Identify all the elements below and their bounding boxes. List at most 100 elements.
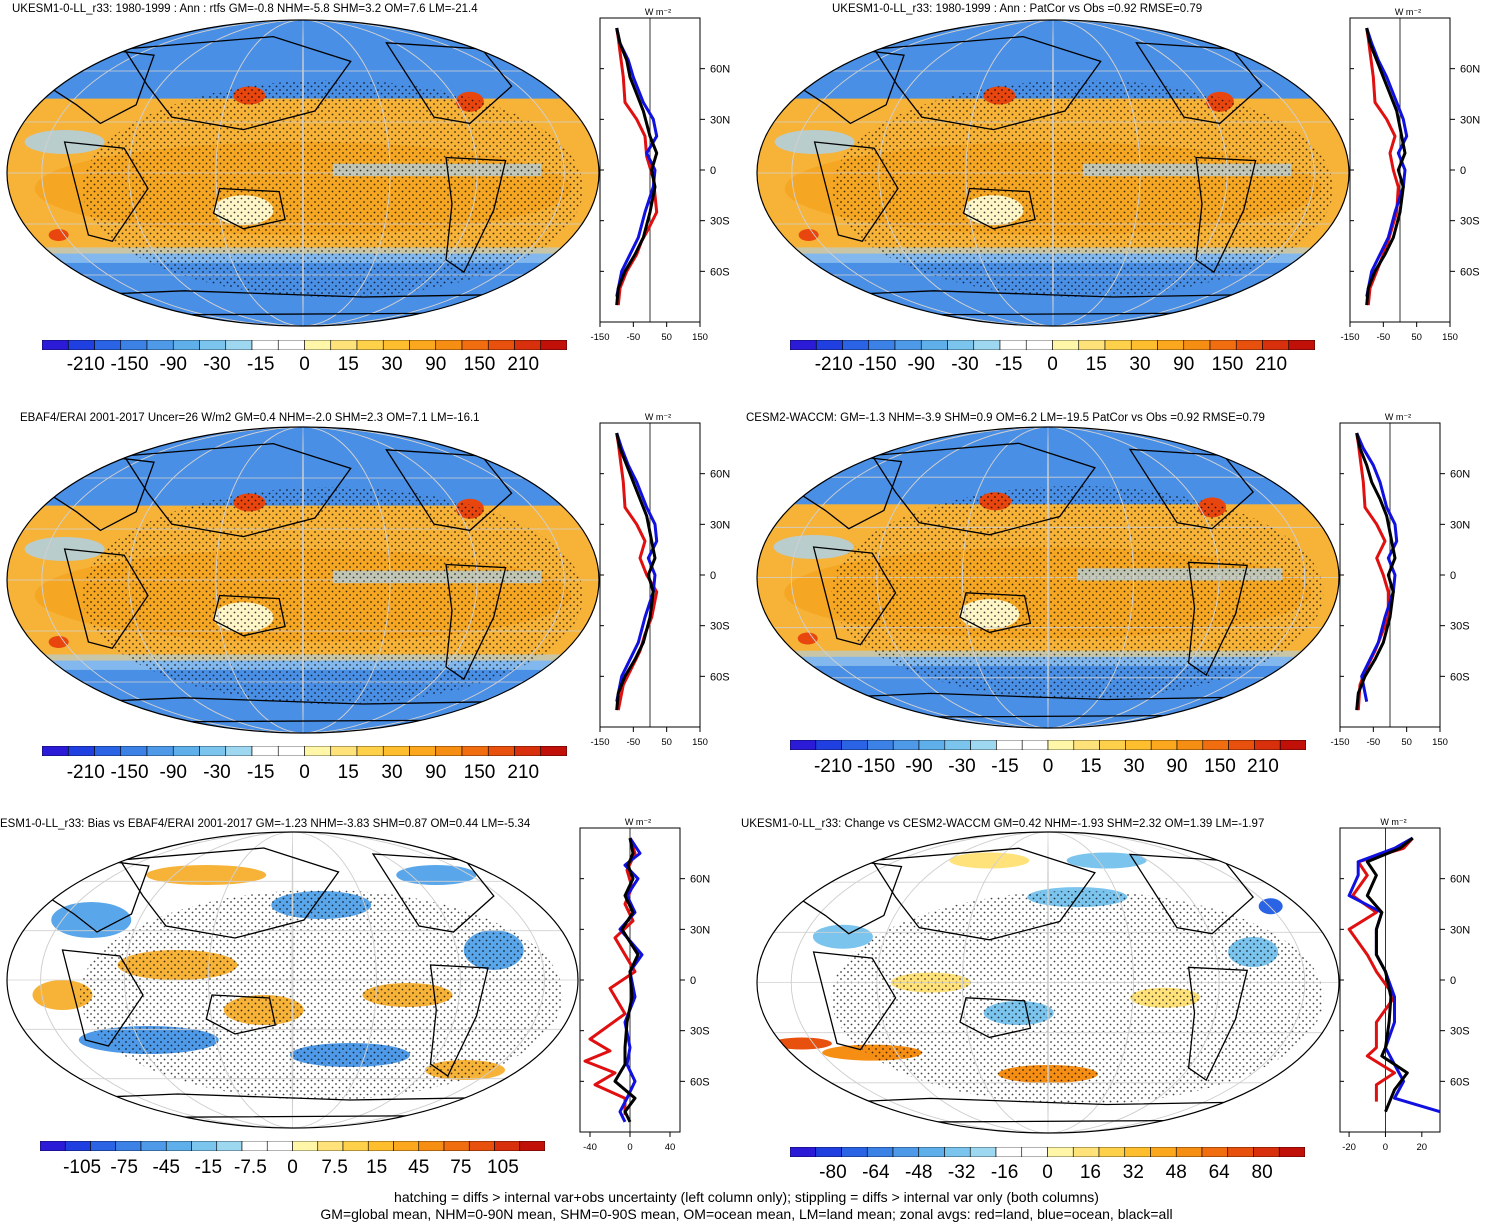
colorbar-tick-label: -150	[110, 762, 149, 783]
zonal-series-ocean	[1355, 432, 1399, 702]
zonal-series-all	[1355, 432, 1397, 711]
colorbar-tick-label: -7.5	[234, 1157, 267, 1178]
colorbar-tick-label: -210	[66, 354, 105, 375]
zonal-ytick-label: 60S	[690, 1076, 710, 1088]
zonal-xtick-label: 150	[1432, 737, 1448, 748]
zonal-xtick-label: 50	[661, 737, 672, 748]
colorbar-tick-label: 0	[299, 354, 310, 375]
colorbar-1	[42, 340, 567, 350]
colorbar-tick-label: 15	[337, 762, 359, 783]
colorbar-bin	[1227, 1147, 1254, 1157]
colorbar-tick-label: -150	[856, 756, 896, 777]
colorbar-bin	[146, 340, 174, 350]
zonal-ytick-label: 30S	[710, 621, 730, 633]
colorbar-bin	[382, 340, 410, 350]
colorbar-tick-label: 0	[1047, 354, 1058, 375]
colorbar-bin	[996, 740, 1023, 750]
colorbar-bin	[393, 1141, 420, 1151]
colorbar-bin	[995, 1147, 1023, 1157]
zonal-ytick-label: 30S	[1450, 1026, 1470, 1038]
colorbar-tick-label: 64	[1208, 1162, 1230, 1183]
colorbar-bin	[892, 740, 920, 750]
zonal-xtick-label: 0	[1383, 1142, 1388, 1153]
colorbar-tick-label: -32	[947, 1162, 976, 1183]
colorbar-bin	[1025, 340, 1053, 350]
colorbar-tick-label: 48	[1165, 1162, 1187, 1183]
colorbar-labels-5: -105 -75 -45 -15 -7.5 0 7.5 15 45 75 105	[40, 1157, 545, 1179]
colorbar-bin	[435, 340, 463, 350]
colorbar-bin	[918, 740, 946, 750]
zonal-units-label: W m⁻²	[1385, 412, 1411, 422]
colorbar-bin	[842, 340, 870, 350]
zonal-xtick-label: -150	[1340, 332, 1359, 343]
colorbar-bin	[514, 746, 542, 756]
colorbar-bin	[292, 1141, 319, 1151]
colorbar-tick-label: 30	[381, 354, 403, 375]
colorbar-tick-label: -150	[858, 354, 897, 375]
colorbar-bin	[790, 740, 817, 750]
colorbar-tick-label: 15	[1085, 354, 1107, 375]
colorbar-tick-label: 0	[1042, 1162, 1053, 1183]
zonal-ytick-label: 60S	[1460, 266, 1480, 278]
colorbar-tick-label: 210	[507, 354, 540, 375]
colorbar-tick-label: -150	[110, 354, 149, 375]
world-map-panel-6	[756, 831, 1340, 1134]
world-map-panel-1	[6, 19, 600, 327]
colorbar-bin	[868, 340, 896, 350]
map-field	[757, 832, 1339, 1133]
colorbar-bin	[225, 746, 253, 756]
zonal-xtick-label: 20	[1417, 1142, 1428, 1153]
colorbar-bin	[1157, 340, 1185, 350]
colorbar-tick-label: -30	[948, 756, 976, 777]
colorbar-bin	[1278, 1147, 1305, 1157]
colorbar-tick-label: -105	[63, 1157, 102, 1178]
zonal-ytick-label: 30N	[1450, 924, 1470, 936]
colorbar-bin	[815, 740, 842, 750]
zonal-ytick-label: 0	[1460, 165, 1466, 177]
colorbar-bin	[304, 746, 332, 756]
colorbar-bin	[1235, 340, 1263, 350]
colorbar-bin	[1072, 1147, 1100, 1157]
colorbar-tick-label: -15	[995, 354, 1023, 375]
world-map-panel-5	[6, 831, 579, 1129]
colorbar-bin	[1099, 740, 1126, 750]
colorbar-bin	[67, 340, 95, 350]
colorbar-labels-3: -210 -150 -90 -30 -15 0 15 30 90 150 210	[42, 762, 567, 784]
colorbar-bin	[1021, 740, 1049, 750]
colorbar-bin	[251, 340, 279, 350]
colorbar-bin	[1047, 740, 1075, 750]
zonal-ytick-label: 60S	[1450, 671, 1470, 683]
colorbar-bin	[90, 1141, 117, 1151]
colorbar-tick-label: 210	[1247, 756, 1279, 777]
colorbar-bin	[841, 1147, 868, 1157]
colorbar-bin	[40, 1141, 66, 1151]
zonal-xtick-label: -40	[583, 1142, 597, 1153]
colorbar-bin	[999, 340, 1027, 350]
colorbar-tick-label: 150	[463, 354, 496, 375]
colorbar-bin	[1209, 340, 1237, 350]
colorbar-bin	[461, 340, 489, 350]
colorbar-bin	[356, 746, 384, 756]
zonal-ytick-label: 30S	[1460, 216, 1480, 228]
colorbar-bin	[918, 1147, 945, 1157]
footer-line-2: GM=global mean, NHM=0-90N mean, SHM=0-90…	[320, 1206, 1173, 1222]
colorbar-tick-label: 30	[1123, 756, 1145, 777]
colorbar-bin	[1202, 740, 1229, 750]
colorbar-tick-label: 210	[1255, 354, 1288, 375]
colorbar-3	[42, 746, 567, 756]
zonal-units-label: W m⁻²	[1380, 817, 1406, 827]
colorbar-tick-label: 30	[381, 762, 403, 783]
colorbar-bin	[487, 746, 515, 756]
colorbar-tick-label: 0	[287, 1157, 298, 1178]
zonal-xtick-label: -50	[1376, 332, 1390, 343]
panel-title-5: ESM1-0-LL_r33: Bias vs EBAF4/ERAI 2001-2…	[0, 818, 531, 830]
zonal-ytick-label: 60N	[690, 874, 710, 886]
zonal-units-label: W m⁻²	[645, 412, 671, 422]
colorbar-tick-label: 0	[1042, 756, 1054, 777]
zonal-units-label: W m⁻²	[625, 817, 651, 827]
zonal-series-land	[1347, 837, 1414, 1102]
colorbar-tick-label: -48	[905, 1162, 933, 1183]
colorbar-tick-label: -210	[814, 354, 853, 375]
colorbar-bin	[330, 340, 358, 350]
colorbar-bin	[894, 340, 922, 350]
